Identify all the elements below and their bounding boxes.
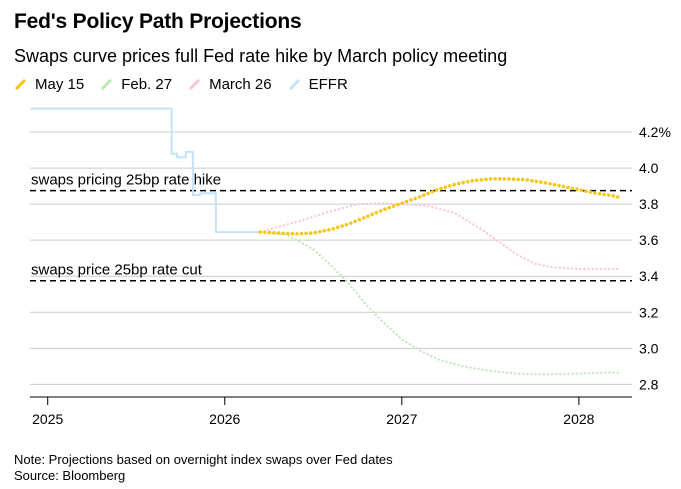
x-tick-label: 2027: [386, 411, 417, 427]
series-line-march-26: [259, 202, 619, 271]
series-line-effr: [30, 107, 261, 234]
legend-label: Feb. 27: [121, 76, 173, 93]
legend: May 15 Feb. 27 March 26 EFFR: [14, 76, 364, 93]
y-tick-label: 3.4: [639, 268, 659, 284]
y-tick-label: 3.8: [639, 196, 659, 212]
y-tick-label: 4.2%: [639, 124, 671, 140]
y-tick-label: 3.2: [639, 304, 659, 320]
note-text: Note: Projections based on overnight ind…: [14, 452, 393, 467]
legend-item-may-15: May 15: [14, 76, 84, 93]
footnote: Note: Projections based on overnight ind…: [14, 452, 393, 484]
x-tick-label: 2028: [563, 411, 594, 427]
series-line-may-15: [258, 177, 620, 236]
legend-item-march-26: March 26: [188, 76, 272, 93]
y-tick-label: 3.6: [639, 232, 659, 248]
y-tick-label: 4.0: [639, 160, 659, 176]
series-line-feb-27: [259, 231, 619, 376]
y-tick-label: 3.0: [639, 340, 659, 356]
chart-title: Fed's Policy Path Projections: [14, 10, 302, 33]
legend-item-effr: EFFR: [288, 76, 348, 93]
x-tick-label: 2026: [209, 411, 240, 427]
legend-item-feb-27: Feb. 27: [100, 76, 172, 93]
legend-label: May 15: [35, 76, 85, 93]
y-tick-label: 2.8: [639, 376, 659, 392]
source-text: Source: Bloomberg: [14, 468, 126, 483]
reference-line-label: swaps price 25bp rate cut: [31, 262, 203, 279]
legend-label: March 26: [209, 76, 272, 93]
x-tick-label: 2025: [32, 411, 63, 427]
reference-line-label: swaps pricing 25bp rate hike: [31, 172, 221, 189]
legend-label: EFFR: [308, 76, 348, 93]
chart-subtitle: Swaps curve prices full Fed rate hike by…: [14, 46, 508, 66]
